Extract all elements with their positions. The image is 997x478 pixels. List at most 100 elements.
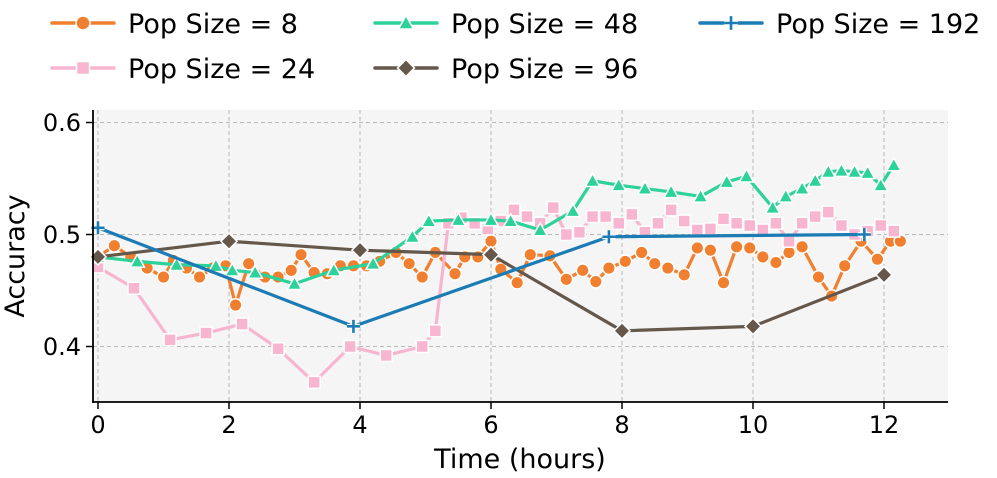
legend-item: Pop Size = 48	[373, 9, 638, 40]
data-point	[585, 209, 600, 224]
data-point	[531, 221, 549, 237]
data-point	[75, 60, 91, 76]
data-point	[156, 270, 171, 285]
data-point	[564, 202, 582, 218]
data-point	[834, 218, 849, 233]
data-point	[294, 247, 309, 262]
data-point	[223, 261, 241, 277]
data-point	[729, 239, 744, 254]
data-point	[286, 275, 303, 291]
legend-label: Pop Size = 48	[451, 9, 638, 40]
data-point	[546, 200, 560, 215]
data-point	[346, 319, 360, 333]
data-point	[793, 179, 811, 196]
x-tick-label: 4	[352, 411, 367, 439]
data-point	[781, 245, 797, 260]
y-tick-label: 0.5	[43, 221, 81, 249]
data-point	[168, 256, 186, 272]
data-point	[833, 161, 850, 178]
legend-item: Pop Size = 8	[50, 9, 298, 40]
legend-item: Pop Size = 192	[698, 9, 980, 40]
data-point	[618, 254, 633, 269]
data-point	[819, 163, 837, 179]
data-point	[523, 247, 538, 262]
data-point	[428, 324, 443, 338]
data-point	[768, 255, 783, 270]
data-point	[777, 187, 795, 203]
data-point	[415, 270, 430, 285]
data-point	[75, 15, 91, 31]
data-point	[729, 216, 744, 231]
data-point	[343, 339, 357, 354]
data-point	[755, 249, 770, 264]
data-point	[873, 218, 888, 233]
data-point	[364, 254, 382, 271]
data-point	[859, 164, 877, 180]
data-point	[271, 341, 285, 356]
x-tick-label: 8	[614, 411, 629, 439]
data-point	[636, 179, 654, 196]
data-point	[716, 275, 731, 290]
data-point	[647, 256, 662, 271]
data-point	[284, 263, 299, 278]
series-line	[96, 226, 866, 328]
data-point	[887, 224, 901, 238]
data-point	[584, 172, 601, 188]
data-point	[199, 326, 213, 340]
data-point	[874, 265, 894, 284]
data-point	[415, 339, 429, 354]
data-point	[846, 163, 863, 179]
data-point	[588, 274, 603, 289]
data-point	[795, 239, 810, 254]
data-point	[602, 230, 616, 244]
legend-label: Pop Size = 192	[776, 9, 980, 40]
y-axis-label: Accuracy	[0, 194, 31, 317]
data-point	[716, 212, 731, 226]
data-point	[742, 218, 757, 233]
x-tick-label: 0	[90, 411, 105, 439]
data-point	[885, 156, 903, 172]
data-point	[397, 13, 415, 30]
data-point	[379, 348, 393, 363]
x-tick-label: 12	[869, 411, 900, 439]
data-point	[601, 261, 616, 276]
data-point	[692, 187, 710, 203]
data-point	[742, 240, 757, 255]
data-point	[325, 261, 343, 277]
data-point	[703, 222, 718, 236]
data-point	[610, 176, 628, 192]
legend: Pop Size = 8 Pop Size = 24 Pop Size = 48 Po…	[50, 9, 980, 85]
data-point	[677, 267, 692, 282]
data-point	[664, 203, 678, 217]
data-point	[507, 203, 521, 217]
data-point	[241, 256, 256, 271]
data-point	[612, 321, 632, 340]
data-point	[559, 272, 574, 287]
data-point	[743, 317, 763, 336]
plot-area	[93, 110, 948, 402]
data-point	[482, 211, 500, 227]
data-point	[396, 58, 416, 78]
data-point	[690, 223, 705, 237]
y-tick-label: 0.6	[43, 109, 81, 137]
data-point	[107, 238, 122, 253]
data-point	[690, 240, 705, 255]
y-tick-label: 0.4	[43, 333, 81, 361]
legend-label: Pop Size = 24	[128, 54, 315, 85]
data-point	[575, 263, 590, 278]
data-point	[738, 167, 755, 183]
legend-label: Pop Size = 8	[128, 9, 298, 40]
data-point	[662, 183, 680, 199]
data-point	[163, 333, 177, 347]
data-point	[246, 263, 264, 280]
data-point	[502, 212, 520, 228]
series-pop-size-48	[89, 156, 903, 291]
data-point	[703, 243, 718, 258]
data-point	[806, 172, 824, 188]
data-point	[520, 209, 534, 224]
x-tick-label: 10	[738, 411, 769, 439]
data-point	[402, 256, 417, 271]
data-point	[128, 252, 146, 268]
data-point	[625, 207, 639, 222]
